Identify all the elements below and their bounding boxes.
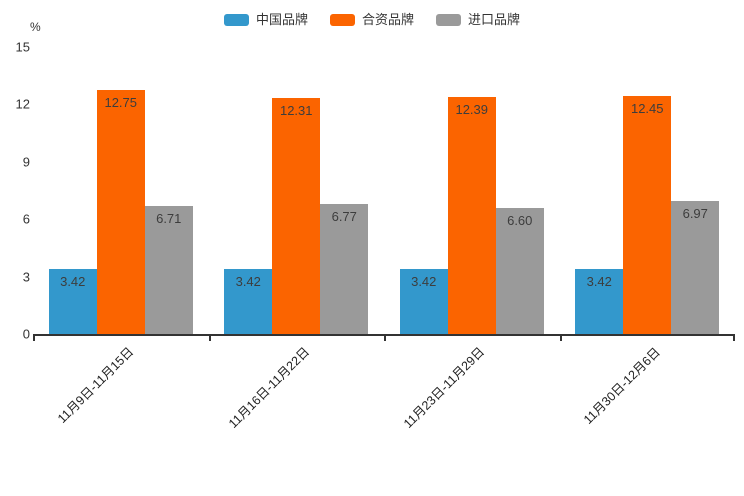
- bar[interactable]: 6.77: [320, 204, 369, 334]
- legend-swatch-icon: [329, 14, 355, 26]
- x-axis-category-label: 11月23日-11月29日: [401, 345, 488, 432]
- bar-value-label: 3.42: [235, 273, 261, 289]
- bar[interactable]: 6.60: [495, 207, 544, 334]
- bar-value-label: 3.42: [60, 273, 86, 289]
- x-axis-tick: [384, 334, 386, 341]
- bar[interactable]: 12.45: [623, 95, 672, 334]
- legend-swatch-icon: [223, 14, 249, 26]
- legend-label: 进口品牌: [468, 12, 521, 27]
- legend-item[interactable]: 进口品牌: [436, 13, 520, 27]
- bar[interactable]: 3.42: [575, 268, 624, 334]
- bar-group: 3.42 12.75 6.71: [48, 40, 193, 334]
- y-axis-tick-label: 0: [22, 326, 30, 342]
- y-axis-tick-label: 15: [15, 39, 30, 55]
- bar-value-label: 3.42: [411, 273, 437, 289]
- y-axis-tick-label: 6: [22, 211, 30, 227]
- y-axis-unit-label: %: [30, 20, 41, 34]
- bar[interactable]: 3.42: [224, 268, 273, 334]
- bar-value-label: 3.42: [586, 273, 612, 289]
- x-axis-tick: [733, 334, 735, 341]
- legend-label: 中国品牌: [255, 12, 308, 27]
- legend-item[interactable]: 合资品牌: [329, 12, 414, 27]
- legend-item[interactable]: 中国品牌: [223, 12, 308, 27]
- bar[interactable]: 12.31: [272, 98, 321, 334]
- bar-value-label: 6.71: [156, 210, 182, 226]
- bar[interactable]: 6.71: [144, 205, 193, 334]
- y-axis-tick-label: 3: [22, 269, 30, 285]
- bar-value-label: 12.31: [279, 103, 313, 119]
- bar-value-label: 12.45: [630, 100, 664, 116]
- legend-swatch-icon: [436, 14, 461, 26]
- bar[interactable]: 12.75: [96, 90, 145, 334]
- bar-value-label: 6.60: [507, 212, 533, 228]
- bar-group: 3.42 12.39 6.60: [399, 40, 544, 334]
- legend-label: 合资品牌: [361, 12, 414, 27]
- bar[interactable]: 6.97: [671, 200, 720, 334]
- plot-area: 3.42 12.75 6.71 3.42 12.31 6.77 3.42 12.39 6.60 3…: [33, 40, 735, 334]
- x-axis-category-label: 11月30日-12月6日: [581, 345, 664, 428]
- x-axis-category-label: 11月16日-11月22日: [225, 345, 313, 432]
- x-axis-tick: [208, 334, 211, 341]
- x-axis-category-label: 11月9日-11月15日: [55, 344, 137, 427]
- bar[interactable]: 12.39: [447, 96, 496, 334]
- chart-legend: 中国品牌 合资品牌 进口品牌: [0, 10, 744, 30]
- bar[interactable]: 3.42: [48, 268, 97, 334]
- bar[interactable]: 3.42: [399, 268, 448, 334]
- bar-value-label: 6.97: [682, 205, 708, 221]
- y-axis-tick-labels: 0 3 6 9 12 15: [0, 0, 30, 496]
- bar-value-label: 6.77: [331, 209, 357, 225]
- x-axis-tick: [33, 334, 35, 341]
- x-axis-tick: [559, 334, 562, 341]
- bar-value-label: 12.39: [455, 101, 489, 117]
- y-axis-tick-label: 12: [15, 96, 30, 112]
- bar-value-label: 12.75: [104, 95, 138, 111]
- bar-group: 3.42 12.31 6.77: [224, 40, 369, 334]
- y-axis-tick-label: 9: [22, 154, 30, 170]
- bar-group: 3.42 12.45 6.97: [575, 40, 720, 334]
